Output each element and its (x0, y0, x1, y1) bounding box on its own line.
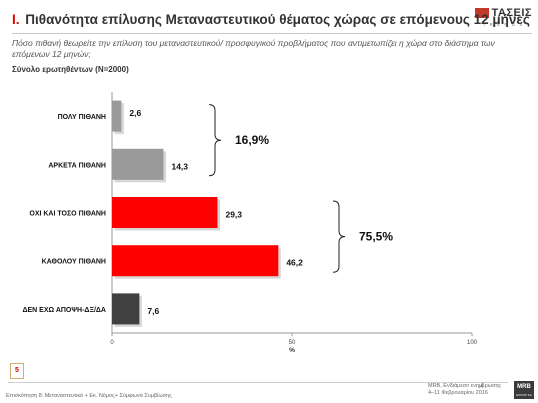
category-label: ΑΡΚΕΤΑ ΠΙΘΑΝΗ (48, 162, 106, 169)
group-brace (332, 200, 346, 273)
logo-tagline: T R E N D S (482, 22, 524, 27)
footer-meta-line2: 4–11 Φεβρουαρίου 2016 (428, 390, 488, 397)
x-tick-label: 50 (289, 340, 296, 346)
group-total-label: 16,9% (235, 133, 269, 147)
footer-logo-sub: GROUP SA (516, 393, 532, 397)
base-text: Σύνολο ερωτηθέντων (N=2000) (12, 65, 129, 74)
group-brace (208, 104, 222, 177)
category-label: ΚΑΘΟΛΟΥ ΠΙΘΑΝΗ (42, 259, 106, 266)
bar (112, 148, 164, 180)
bar (112, 245, 279, 277)
category-label: ΠΟΛΥ ΠΙΘΑΝΗ (58, 114, 106, 121)
question-text: Πόσο πιθανή θεωρείτε την επίλυση του μετ… (12, 38, 495, 60)
group-total-label: 75,5% (359, 230, 393, 244)
x-tick-label: 0 (110, 340, 114, 346)
x-tick-label: 100 (467, 340, 478, 346)
category-label: ΔΕΝ ΕΧΩ ΑΠΟΨΗ-ΔΞ/ΔΑ (22, 307, 106, 314)
footer-logo: MRB GROUP SA (514, 381, 534, 399)
value-label: 2,6 (129, 108, 141, 118)
value-label: 14,3 (171, 161, 188, 171)
page-number: 4 (480, 383, 484, 390)
category-label: ΟΧΙ ΚΑΙ ΤΟΣΟ ΠΙΘΑΝΗ (29, 211, 106, 218)
title-divider (12, 33, 532, 34)
value-label: 46,2 (286, 258, 303, 268)
footer-meta-line1: MRB, Ενδιάμεσο ενημέρωσης (428, 383, 502, 389)
logo-mark-icon (474, 7, 489, 18)
section-page-box: 5 (10, 363, 24, 379)
bar (112, 197, 218, 228)
bar (112, 293, 140, 325)
title-text: Πιθανότητα επίλυσης Μεταναστευτικού θέμα… (25, 12, 530, 27)
footer-logo-text: MRB (517, 384, 531, 390)
title-numeral: I. (12, 12, 20, 27)
logo-name: ΤΑΣΕΙΣ (491, 6, 532, 19)
bar (112, 100, 122, 132)
page-title: I. Πιθανότητα επίλυσης Μεταναστευτικού θ… (12, 12, 530, 27)
footer-meta: MRB, Ενδιάμεσο ενημέρωσης 4–11 Φεβρουαρί… (428, 383, 501, 397)
x-axis-label: % (289, 347, 295, 354)
brand-logo: ΤΑΣΕΙΣ T R E N D S (474, 4, 532, 27)
value-label: 29,3 (225, 210, 242, 220)
value-label: 7,6 (147, 306, 159, 316)
footer-divider (8, 382, 508, 383)
footer-source: Επισκόπηση 8: Μεταναστευτικό + Εκ. Νόμος… (6, 393, 172, 399)
